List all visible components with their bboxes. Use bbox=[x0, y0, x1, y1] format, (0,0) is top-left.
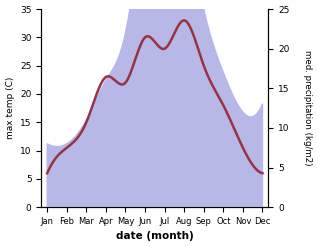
Y-axis label: max temp (C): max temp (C) bbox=[5, 77, 15, 139]
X-axis label: date (month): date (month) bbox=[116, 231, 194, 242]
Y-axis label: med. precipitation (kg/m2): med. precipitation (kg/m2) bbox=[303, 50, 313, 166]
